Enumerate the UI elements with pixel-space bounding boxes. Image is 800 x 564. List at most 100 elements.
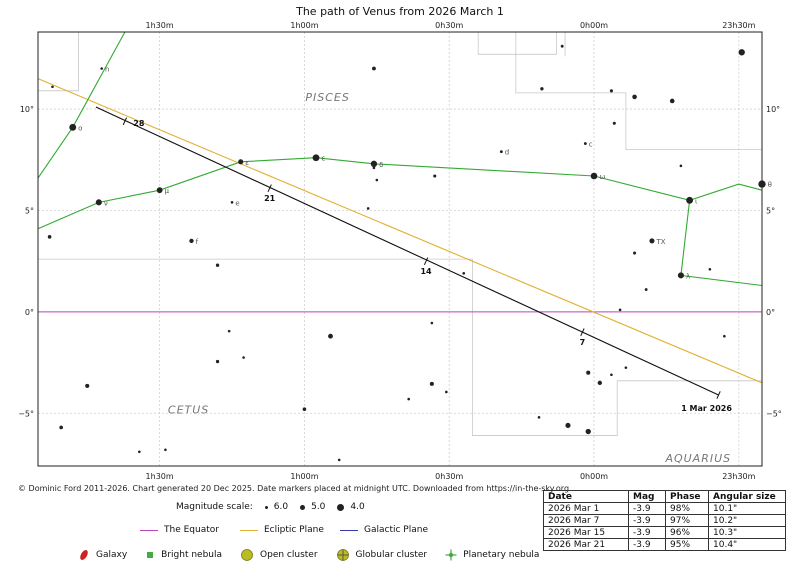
x-tick-label-top: 0h30m: [435, 21, 463, 30]
star: [337, 458, 341, 462]
table-row: 2026 Mar 1 -3.9 98% 10.1": [543, 502, 786, 515]
x-tick-label-top: 1h30m: [146, 21, 174, 30]
table-cell: 10.1": [708, 502, 786, 515]
star-label: c: [589, 141, 593, 149]
star-label: ο: [78, 124, 82, 132]
legend-planetary-nebula: Planetary nebula: [445, 549, 539, 561]
star: [430, 321, 434, 325]
star: [407, 397, 410, 401]
constellation-label: AQUARIUS: [664, 452, 731, 465]
y-tick-label-left: 5°: [25, 206, 34, 215]
star: [429, 381, 434, 386]
table-cell: 10.3": [708, 526, 786, 539]
legend-globular-cluster: Globular cluster: [336, 548, 427, 562]
star: [189, 238, 194, 244]
star: [138, 450, 141, 454]
star: [669, 98, 675, 104]
star-label: e: [235, 199, 239, 207]
constellation-label: CETUS: [168, 403, 209, 416]
equator-swatch: [140, 529, 158, 531]
table-cell: 96%: [665, 526, 709, 539]
legend-galaxy-label: Galaxy: [96, 550, 128, 560]
star: [723, 334, 726, 338]
star: [612, 121, 616, 125]
magnitude-dot-6: [264, 505, 268, 509]
star: [537, 416, 541, 419]
star: [585, 428, 591, 435]
star-label: ω: [599, 173, 605, 181]
table-cell: 2026 Mar 21: [543, 538, 629, 551]
constellation-labels: PISCES CETUS AQUARIUS: [168, 91, 731, 465]
star-label: δ: [379, 161, 383, 169]
constellation-boundary: [38, 32, 79, 92]
y-tick-label-right: 5°: [766, 206, 775, 215]
date-marker-tick: [580, 328, 585, 336]
star: [370, 160, 378, 167]
table-cell: 10.2": [708, 514, 786, 527]
constellation-boundary: [477, 32, 557, 55]
x-tick-label-top: 1h00m: [290, 21, 318, 30]
star: [633, 251, 637, 255]
constellation-line: [37, 31, 126, 179]
star: [100, 67, 104, 70]
galactic-swatch: [340, 529, 358, 531]
globular-cluster-icon: [336, 549, 349, 561]
star: [586, 370, 591, 375]
chart-grid: [38, 32, 762, 466]
star-label: λ: [686, 272, 690, 280]
nebula-icon: [147, 552, 154, 558]
star: [59, 425, 63, 430]
venus-path-line: [95, 106, 719, 396]
table-row: 2026 Mar 15 -3.9 96% 10.3": [543, 526, 786, 539]
venus-path-chart: The path of Venus from 2026 March 1 ο ν μ ε…: [18, 5, 782, 480]
star: [565, 422, 571, 428]
star-label: ι: [695, 197, 698, 205]
date-marker-label: 28: [133, 119, 145, 128]
table-cell: -3.9: [628, 502, 666, 515]
star-label: ν: [104, 199, 108, 207]
star: [644, 288, 648, 291]
x-tick-label-bottom: 23h30m: [722, 472, 755, 480]
table-cell: -3.9: [628, 526, 666, 539]
legend-ecliptic: Ecliptic Plane: [240, 525, 340, 535]
star: [590, 172, 598, 180]
star: [375, 178, 379, 182]
date-marker-tick: [267, 184, 272, 192]
y-tick-label-left: −5°: [18, 409, 34, 418]
star: [610, 373, 613, 377]
magnitude-value-5: 5.0: [311, 502, 326, 512]
table-cell: 2026 Mar 15: [543, 526, 629, 539]
legend-equator-label: The Equator: [164, 525, 219, 535]
planetary-nebula-icon: [445, 549, 457, 561]
date-marker-tick: [122, 117, 128, 126]
constellation-label: PISCES: [305, 91, 349, 104]
legend-bright-nebula: Bright nebula: [145, 550, 222, 560]
x-tick-label-top: 23h30m: [722, 21, 755, 30]
star: [95, 199, 102, 206]
star: [227, 329, 231, 333]
chart-title: The path of Venus from 2026 March 1: [295, 5, 504, 18]
ecliptic-swatch: [240, 529, 258, 531]
star-label: d: [505, 149, 509, 157]
star: [433, 174, 437, 178]
star: [445, 390, 448, 394]
constellation-boundary: [515, 32, 762, 151]
constellation-boundaries: [38, 32, 762, 436]
table-cell: 98%: [665, 502, 709, 515]
reference-line: [37, 78, 763, 384]
star: [738, 49, 745, 56]
chart-axes: 1h30m 1h30m 1h00m 1h00m 0h30m 0h30m 0h00m 0h00m…: [18, 21, 782, 480]
venus-path: 1 Mar 2026 7 14 21 28: [95, 106, 732, 413]
date-marker-tick: [716, 391, 721, 399]
magnitude-dot-5: [300, 504, 306, 510]
star: [677, 272, 684, 279]
star: [649, 238, 655, 244]
plot-frame: [37, 31, 763, 467]
date-marker-label: 21: [264, 194, 276, 203]
magnitude-scale: Magnitude scale: 6.0 5.0 4.0: [176, 502, 365, 512]
star: [242, 356, 245, 359]
star-label: μ: [165, 187, 170, 195]
table-header-row: Date Mag Phase Angular size: [543, 490, 786, 503]
star: [164, 448, 167, 452]
star: [609, 89, 613, 93]
